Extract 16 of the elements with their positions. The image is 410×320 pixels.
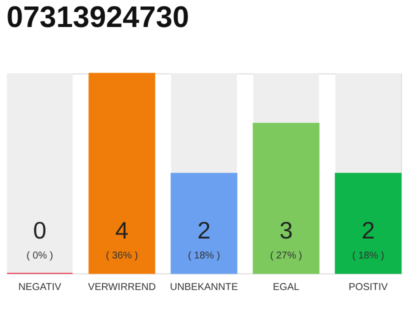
data-label: 0 <box>33 218 46 245</box>
annotation: ( 18% ) <box>352 250 384 262</box>
x-tick-label: NEGATIV <box>18 282 62 293</box>
data-label: 2 <box>197 218 211 245</box>
data-label: 3 <box>279 218 293 245</box>
x-tick-label: UNBEKANNTE <box>170 282 238 293</box>
x-tick-label: POSITIV <box>348 282 388 293</box>
annotation: ( 36% ) <box>106 250 138 262</box>
annotation: ( 0% ) <box>26 250 54 262</box>
annotation: ( 18% ) <box>188 250 220 262</box>
chart-title: 07313924730 <box>6 1 190 34</box>
x-tick-label: VERWIRREND <box>88 282 156 293</box>
annotation: ( 27% ) <box>270 250 302 262</box>
x-tick-label: EGAL <box>272 282 300 293</box>
data-label: 4 <box>115 218 129 245</box>
data-label: 2 <box>362 218 375 245</box>
